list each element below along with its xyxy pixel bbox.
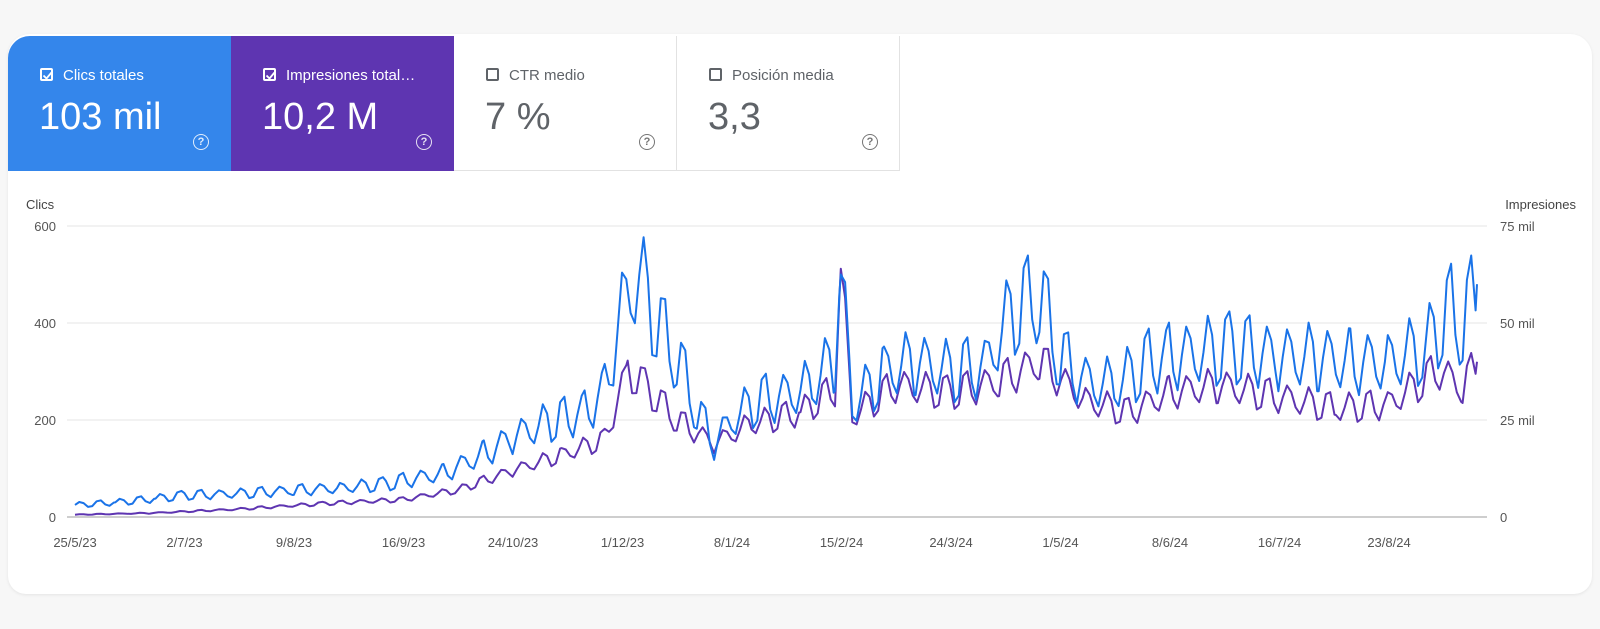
position-checkbox-icon[interactable] <box>709 68 722 81</box>
y-right-tick-label: 75 mil <box>1500 219 1535 234</box>
help-icon[interactable]: ? <box>416 134 432 150</box>
impressions-checkbox-icon[interactable] <box>263 68 276 81</box>
x-tick-label: 24/3/24 <box>929 535 972 550</box>
x-tick-label: 23/8/24 <box>1367 535 1410 550</box>
x-tick-label: 8/1/24 <box>714 535 750 550</box>
series-line-clics <box>74 236 1478 508</box>
card-total-clicks[interactable]: Clics totales 103 mil ? <box>8 36 231 171</box>
x-tick-label: 9/8/23 <box>276 535 312 550</box>
x-tick-label: 1/5/24 <box>1042 535 1078 550</box>
card-average-ctr[interactable]: CTR medio 7 % ? <box>454 36 677 171</box>
help-icon[interactable]: ? <box>193 134 209 150</box>
series-line-impresiones <box>74 267 1478 516</box>
card-value: 10,2 M <box>262 96 379 138</box>
x-tick-label: 1/12/23 <box>601 535 644 550</box>
card-label: Posición media <box>732 67 834 84</box>
ctr-checkbox-icon[interactable] <box>486 68 499 81</box>
y-right-tick-label: 25 mil <box>1500 413 1535 428</box>
x-tick-label: 16/9/23 <box>382 535 425 550</box>
y-right-axis-title: Impresiones <box>1505 197 1576 212</box>
y-left-tick-label: 600 <box>34 219 56 234</box>
x-tick-label: 25/5/23 <box>53 535 96 550</box>
y-right-tick-label: 0 <box>1500 510 1507 525</box>
card-average-position[interactable]: Posición media 3,3 ? <box>677 36 900 171</box>
card-value: 3,3 <box>708 96 761 138</box>
y-left-tick-label: 200 <box>34 413 56 428</box>
card-value: 103 mil <box>39 96 162 138</box>
x-tick-label: 8/6/24 <box>1152 535 1188 550</box>
card-label: Clics totales <box>63 67 144 84</box>
x-tick-label: 2/7/23 <box>166 535 202 550</box>
y-right-tick-label: 50 mil <box>1500 316 1535 331</box>
x-tick-label: 16/7/24 <box>1258 535 1301 550</box>
card-total-impressions[interactable]: Impresiones total… 10,2 M ? <box>231 36 454 171</box>
clicks-checkbox-icon[interactable] <box>40 68 53 81</box>
y-left-axis-title: Clics <box>26 197 55 212</box>
y-left-tick-label: 400 <box>34 316 56 331</box>
x-tick-label: 24/10/23 <box>488 535 539 550</box>
x-tick-label: 15/2/24 <box>820 535 863 550</box>
y-left-tick-label: 0 <box>49 510 56 525</box>
metric-cards: Clics totales 103 mil ? Impresiones tota… <box>8 36 900 172</box>
card-label: CTR medio <box>509 67 585 84</box>
help-icon[interactable]: ? <box>639 134 655 150</box>
card-value: 7 % <box>485 96 551 138</box>
card-label: Impresiones total… <box>286 67 416 84</box>
help-icon[interactable]: ? <box>862 134 878 150</box>
